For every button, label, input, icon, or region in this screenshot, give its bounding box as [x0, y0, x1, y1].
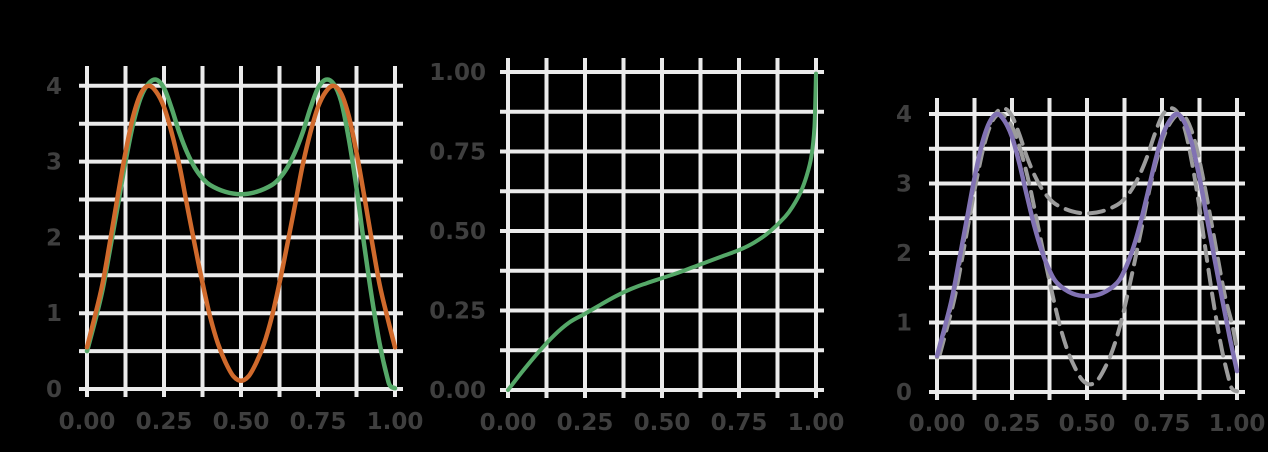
panel-refined-density-comparison: 0.00 0.25 0.50 0.75 1.00 0 1 2 3 4: [896, 98, 1265, 437]
x-tick-label: 0.75: [290, 409, 347, 435]
y-tick-label: 0: [896, 380, 912, 406]
x-tick-label: 0.00: [480, 410, 537, 436]
y-tick-label: 1: [46, 301, 62, 327]
x-tick-label: 0.50: [213, 409, 270, 435]
x-tick-label: 0.50: [1059, 411, 1116, 437]
y-tick-label: 0.00: [429, 378, 486, 404]
x-tick-label: 0.25: [136, 409, 193, 435]
panel-transport-map: 0.00 0.25 0.50 0.75 1.00 0.00 0.25 0.50 0.75 1.00: [429, 58, 844, 436]
green-map-curve: [506, 71, 818, 392]
gray-dashed-deep-curve: [938, 112, 1239, 387]
orange-density-curve: [84, 83, 398, 383]
y-tick-label: 4: [896, 102, 912, 128]
tick-labels-transport-map: 0.00 0.25 0.50 0.75 1.00 0.00 0.25 0.50 0.75 1.00: [429, 60, 844, 436]
x-tick-label: 0.00: [909, 411, 966, 437]
grid-transport-map: [500, 58, 824, 398]
x-tick-label: 1.00: [1209, 411, 1266, 437]
y-tick-label: 0.50: [429, 219, 486, 245]
panel-density-comparison: 0.00 0.25 0.50 0.75 1.00 0 1 2 3 4: [46, 66, 423, 435]
y-tick-label: 0: [46, 377, 62, 403]
x-tick-label: 0.50: [634, 410, 691, 436]
x-tick-label: 1.00: [367, 409, 424, 435]
grid-refined-density-comparison: [929, 98, 1245, 400]
y-tick-label: 3: [46, 150, 62, 176]
tick-labels-density-comparison: 0.00 0.25 0.50 0.75 1.00 0 1 2 3 4: [46, 74, 423, 435]
x-tick-label: 0.25: [557, 410, 614, 436]
y-tick-label: 3: [896, 172, 912, 198]
y-tick-label: 4: [46, 74, 62, 100]
x-tick-label: 0.00: [59, 409, 116, 435]
y-tick-label: 1: [896, 311, 912, 337]
y-tick-label: 0.75: [429, 140, 486, 166]
y-tick-label: 2: [896, 241, 912, 267]
x-tick-label: 0.75: [1134, 411, 1191, 437]
x-tick-label: 0.75: [711, 410, 768, 436]
y-tick-label: 0.25: [429, 299, 486, 325]
grid-density-comparison: [79, 66, 403, 397]
purple-density-curve: [934, 111, 1240, 374]
y-tick-label: 2: [46, 225, 62, 251]
x-tick-label: 1.00: [788, 410, 845, 436]
tick-labels-refined-density-comparison: 0.00 0.25 0.50 0.75 1.00 0 1 2 3 4: [896, 102, 1265, 437]
y-tick-label: 1.00: [429, 60, 486, 86]
x-tick-label: 0.25: [984, 411, 1041, 437]
